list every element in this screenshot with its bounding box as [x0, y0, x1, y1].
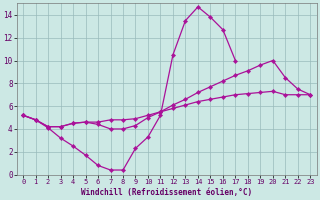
- X-axis label: Windchill (Refroidissement éolien,°C): Windchill (Refroidissement éolien,°C): [81, 188, 252, 197]
